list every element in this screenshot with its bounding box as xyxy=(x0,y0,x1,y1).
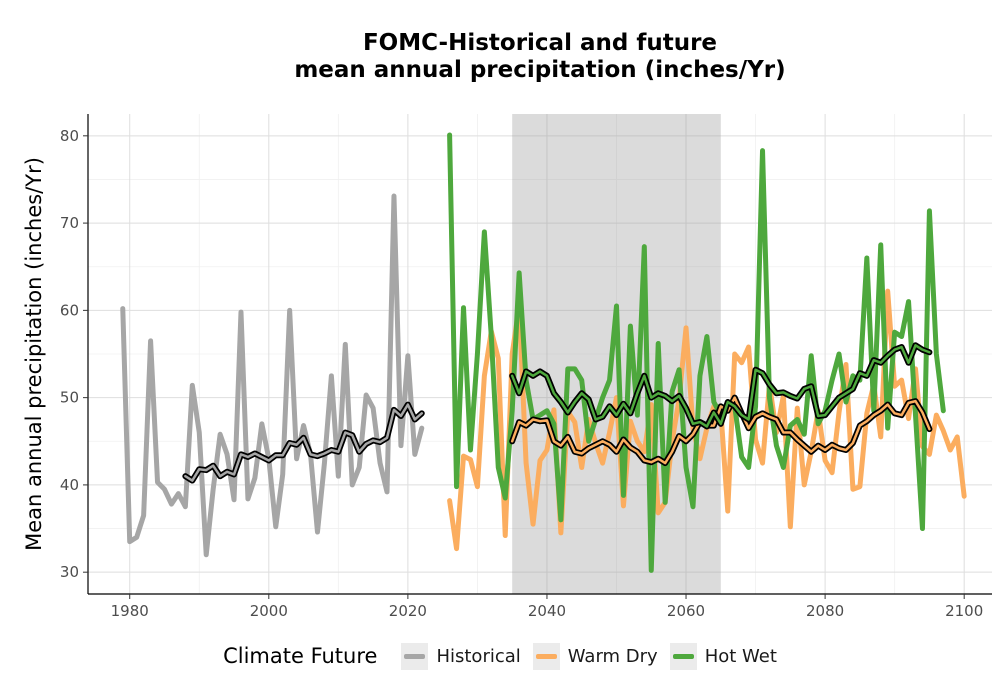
series-line-core-warm-dry-moving-average xyxy=(510,396,931,465)
legend-item-warm-dry: Warm Dry xyxy=(532,642,658,670)
chart-title-line-1: FOMC-Historical and future xyxy=(362,30,718,56)
axes: 30 40 50 60 70 80 1980 2000 2020 2040 2060 2080 2100 xyxy=(60,114,992,620)
legend: Climate Future Historical Warm Dry Hot W… xyxy=(0,640,1000,672)
chart-title-line-2: mean annual precipitation (inches/Yr) xyxy=(294,57,786,83)
x-tick-label: 2060 xyxy=(667,602,705,620)
x-tick-label: 2000 xyxy=(250,602,288,620)
y-tick-label: 70 xyxy=(60,214,79,232)
legend-key-warm-dry xyxy=(532,642,560,670)
series-line-core-hot-wet-moving-average xyxy=(510,344,931,428)
legend-item-hot-wet: Hot Wet xyxy=(669,642,777,670)
y-tick-label: 80 xyxy=(60,127,79,145)
x-tick-label: 2040 xyxy=(528,602,566,620)
series-line-historical xyxy=(120,193,425,558)
x-tick-label: 2100 xyxy=(945,602,983,620)
legend-key-hot-wet xyxy=(669,642,697,670)
legend-label-warm-dry: Warm Dry xyxy=(567,645,658,667)
x-tick-label: 2080 xyxy=(806,602,844,620)
y-tick-label: 60 xyxy=(60,301,79,319)
y-tick-label: 50 xyxy=(60,389,79,407)
series-line-hot-wet xyxy=(447,132,946,573)
legend-label-hot-wet: Hot Wet xyxy=(704,645,777,667)
legend-title: Climate Future xyxy=(223,644,378,668)
legend-label-historical: Historical xyxy=(436,645,521,667)
y-axis-title: Mean annual precipitation (inches/Yr) xyxy=(22,157,46,551)
legend-item-historical: Historical xyxy=(401,642,521,670)
y-tick-label: 30 xyxy=(60,563,79,581)
y-tick-label: 40 xyxy=(60,476,79,494)
chart-title: FOMC-Historical and future mean annual p… xyxy=(88,30,992,84)
series-lines xyxy=(120,132,967,573)
x-tick-label: 2020 xyxy=(389,602,427,620)
series-line-core-historical-moving-average xyxy=(184,403,424,482)
x-tick-label: 1980 xyxy=(111,602,149,620)
legend-key-historical xyxy=(401,642,429,670)
